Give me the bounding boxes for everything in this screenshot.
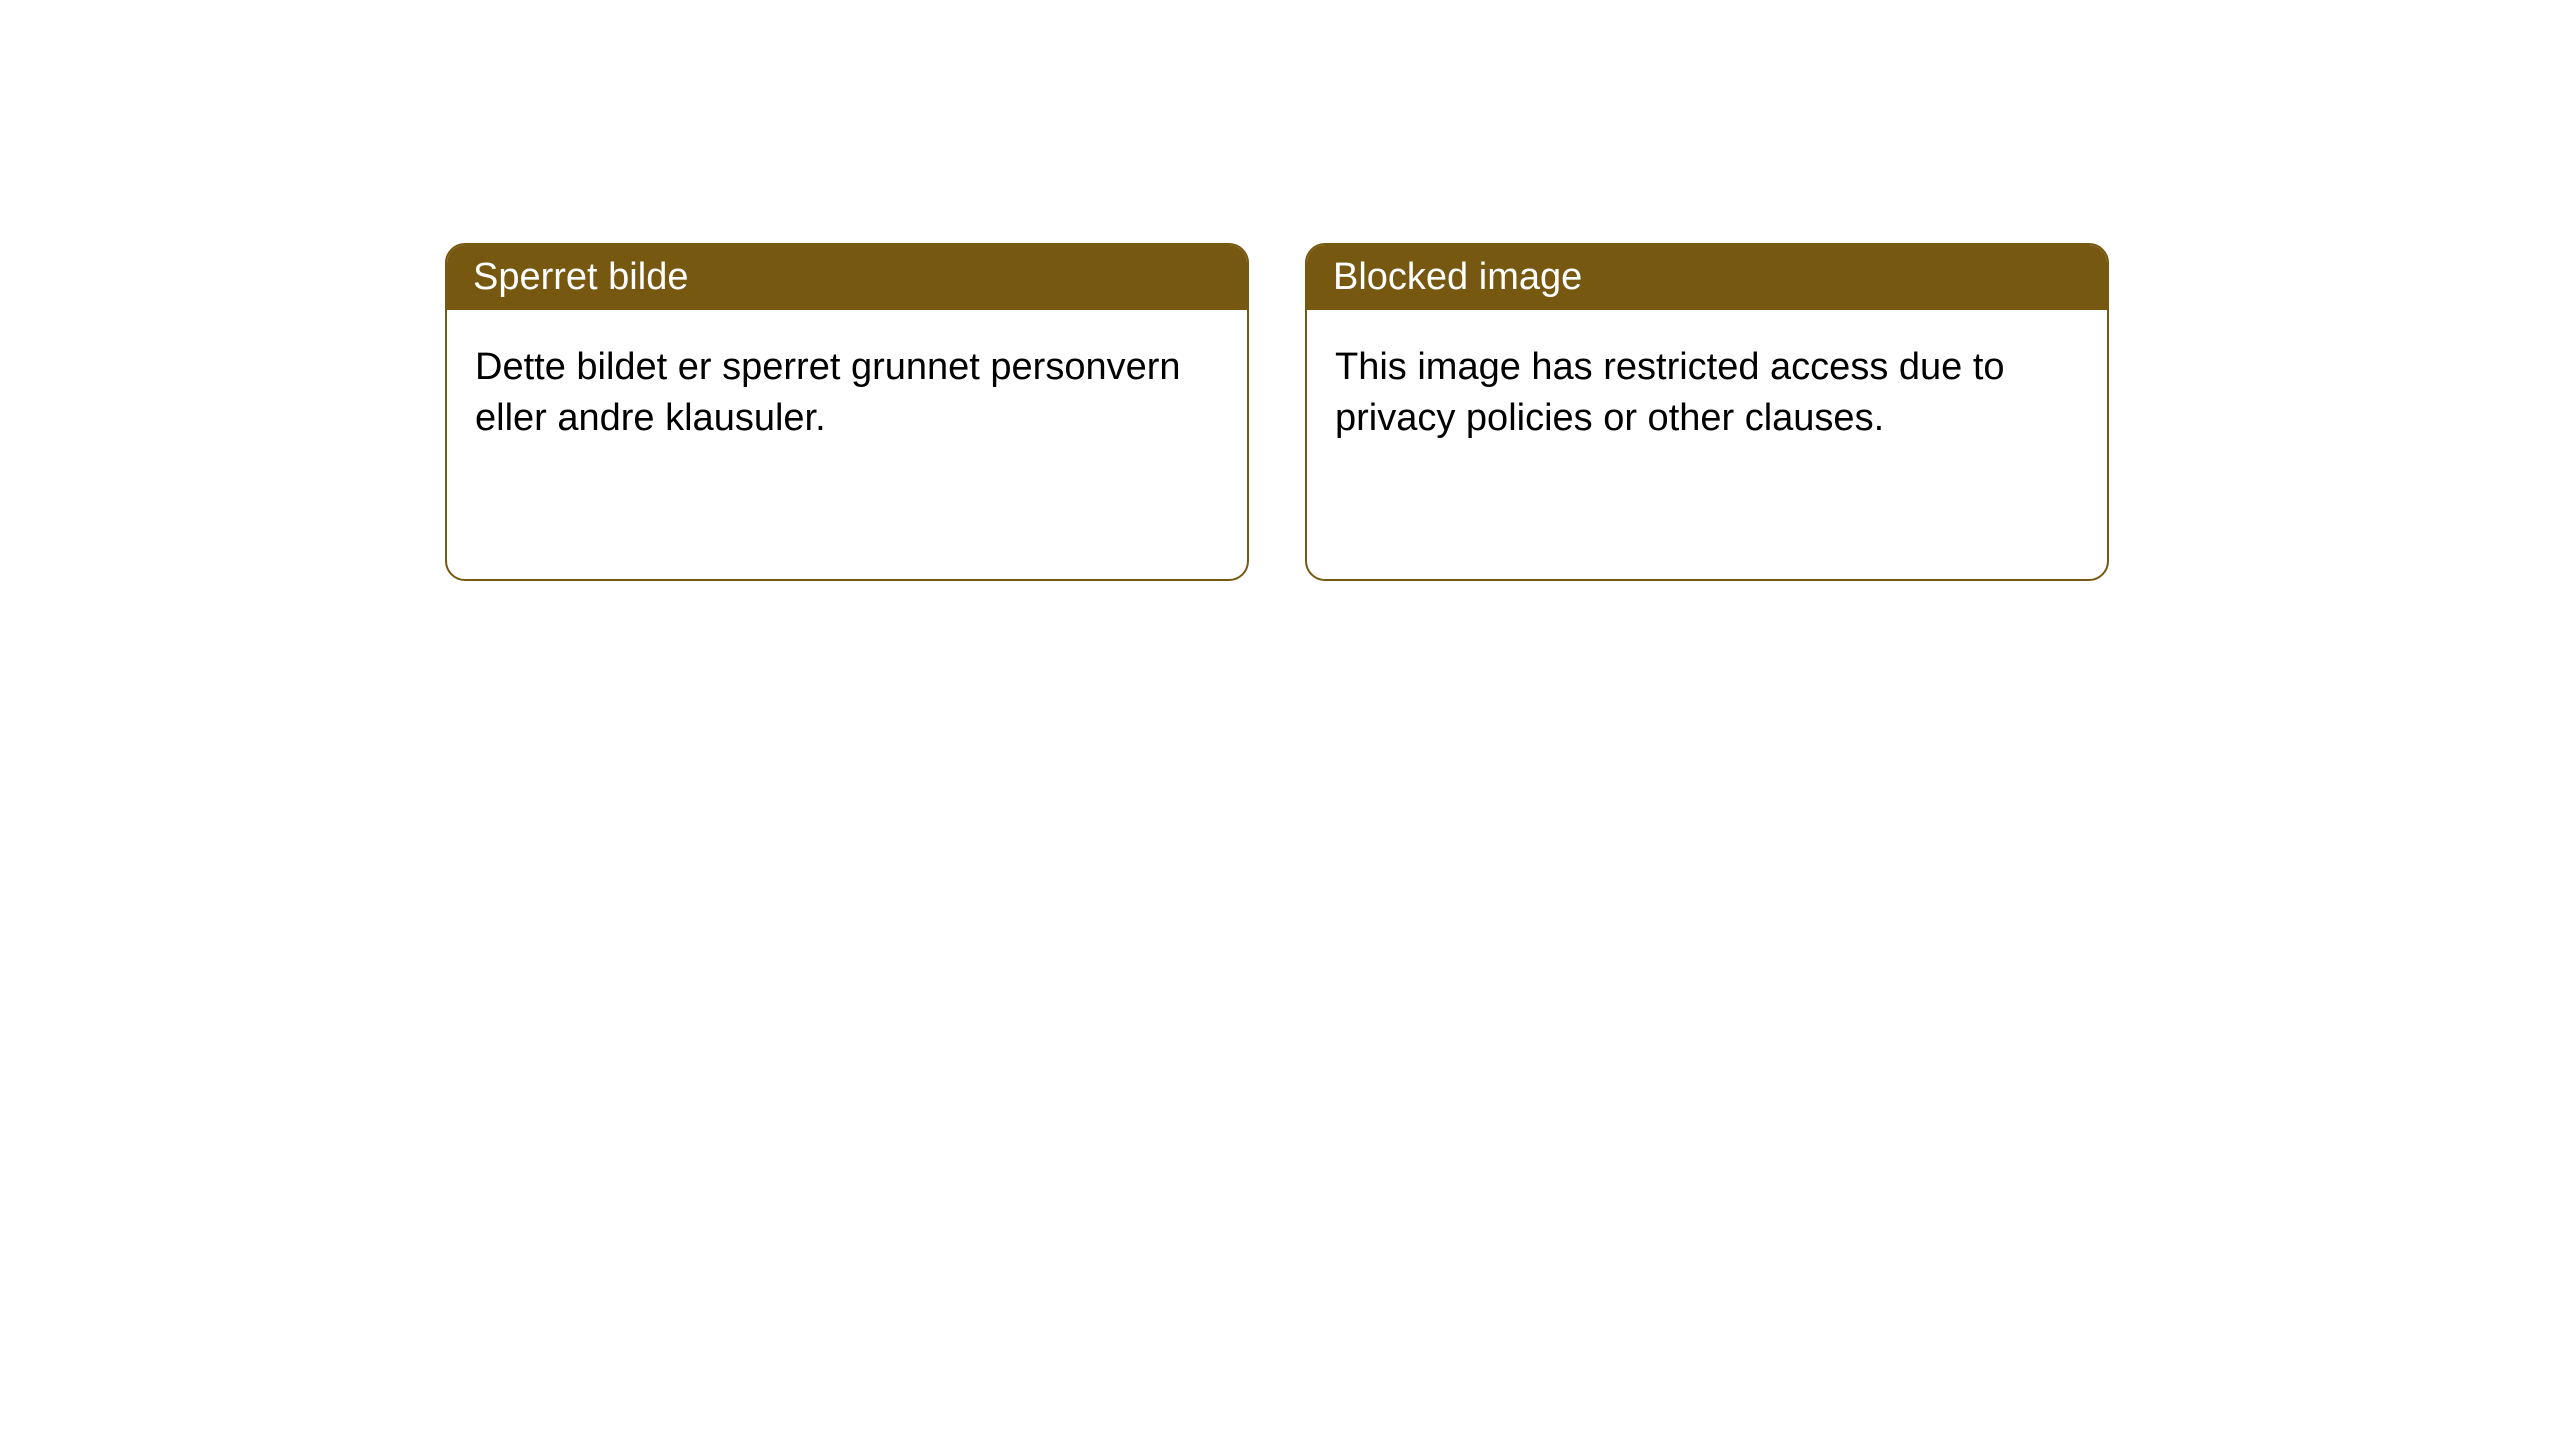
notice-title-norwegian: Sperret bilde (447, 245, 1247, 310)
notice-body-norwegian: Dette bildet er sperret grunnet personve… (447, 310, 1247, 477)
notice-card-english: Blocked image This image has restricted … (1305, 243, 2109, 581)
notice-body-english: This image has restricted access due to … (1307, 310, 2107, 477)
notice-title-english: Blocked image (1307, 245, 2107, 310)
notice-container: Sperret bilde Dette bildet er sperret gr… (0, 0, 2560, 581)
notice-card-norwegian: Sperret bilde Dette bildet er sperret gr… (445, 243, 1249, 581)
